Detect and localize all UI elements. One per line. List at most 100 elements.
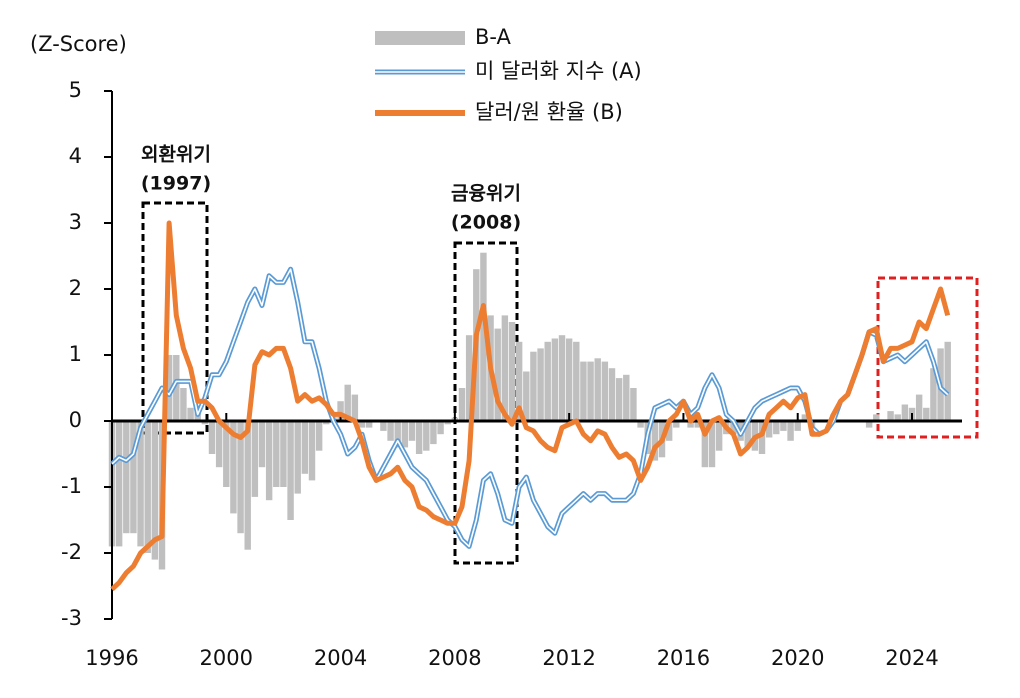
x-tick-label: 2020	[771, 646, 824, 670]
bar	[230, 421, 237, 514]
y-axis-label: (Z-Score)	[30, 32, 127, 56]
bar	[387, 421, 394, 441]
line	[110, 220, 951, 592]
x-tick-label: 2004	[314, 646, 367, 670]
bar	[901, 404, 909, 421]
y-tick-label: -2	[61, 540, 82, 564]
legend-label: 미 달러화 지수 (A)	[475, 59, 642, 83]
bar	[323, 421, 330, 425]
bar	[573, 341, 580, 421]
bar	[894, 414, 901, 421]
bar	[437, 421, 444, 435]
bar	[415, 421, 423, 454]
bars	[108, 252, 951, 570]
bar	[551, 338, 559, 421]
bar	[480, 252, 487, 421]
bar	[215, 421, 223, 468]
legend-label: B-A	[475, 25, 512, 49]
bar	[351, 394, 359, 421]
bar	[708, 421, 716, 468]
bar	[730, 421, 737, 435]
bar	[923, 407, 930, 421]
annotation: 금융위기	[451, 183, 521, 205]
x-tick-label: 2016	[657, 646, 710, 670]
bar	[465, 335, 473, 421]
bar	[687, 421, 694, 428]
bar	[458, 388, 466, 421]
bar	[408, 421, 416, 441]
bar	[244, 421, 251, 550]
bar	[173, 355, 180, 421]
bar	[587, 361, 594, 421]
bar	[315, 421, 323, 451]
bar	[444, 421, 451, 425]
bar	[715, 421, 723, 451]
bar	[165, 355, 173, 421]
annotation: (1997)	[141, 173, 211, 195]
bar	[501, 315, 509, 421]
bar	[130, 421, 137, 534]
legend-label: 달러/원 환율 (B)	[475, 100, 623, 124]
bar	[187, 407, 194, 421]
y-tick-label: 2	[69, 276, 82, 300]
bar	[787, 421, 794, 441]
bar	[801, 414, 809, 421]
x-tick-label: 2008	[428, 646, 481, 670]
bar	[701, 421, 709, 468]
bar	[494, 328, 501, 421]
bar	[665, 421, 673, 441]
bar	[780, 421, 787, 431]
bar	[337, 401, 344, 421]
bar	[765, 421, 773, 438]
bar	[251, 421, 259, 497]
x-tick-label: 2000	[200, 646, 253, 670]
bar	[223, 421, 230, 487]
bar	[287, 421, 294, 520]
lines	[110, 220, 951, 592]
bar	[623, 374, 630, 421]
bar	[265, 421, 273, 501]
bar	[301, 421, 309, 474]
annotation: (2008)	[451, 212, 521, 234]
bar	[358, 421, 366, 428]
y-tick-label: -3	[61, 606, 82, 630]
bar	[651, 421, 659, 461]
bar	[694, 421, 701, 428]
bar	[608, 368, 616, 421]
bar	[365, 421, 373, 428]
bar	[344, 384, 351, 421]
bar	[394, 421, 401, 448]
y-tick-label: 4	[69, 144, 82, 168]
bar	[944, 341, 951, 421]
x-tick-label: 1996	[85, 646, 138, 670]
bar	[637, 421, 644, 428]
line-inner	[111, 268, 949, 548]
annotation: 외환위기	[141, 144, 211, 166]
bar	[137, 421, 144, 547]
bar	[558, 335, 566, 421]
bar	[594, 358, 601, 421]
bar	[758, 421, 766, 454]
bar	[258, 421, 266, 468]
x-tick-label: 2024	[885, 646, 938, 670]
bar	[280, 421, 287, 487]
bar	[630, 388, 637, 421]
bar	[537, 348, 544, 421]
highlight-box	[876, 276, 979, 439]
bar	[151, 421, 159, 560]
bar	[180, 388, 187, 421]
bar	[873, 414, 880, 421]
bar	[544, 341, 551, 421]
bar	[530, 351, 537, 421]
bar	[915, 394, 923, 421]
bar	[515, 341, 523, 421]
bar	[144, 421, 151, 553]
bar	[523, 371, 530, 421]
y-tick-label: 0	[69, 408, 82, 432]
bar	[201, 421, 209, 425]
bar	[615, 378, 623, 421]
bar	[565, 338, 573, 421]
y-tick-label: 5	[69, 78, 82, 102]
bar	[580, 361, 587, 421]
